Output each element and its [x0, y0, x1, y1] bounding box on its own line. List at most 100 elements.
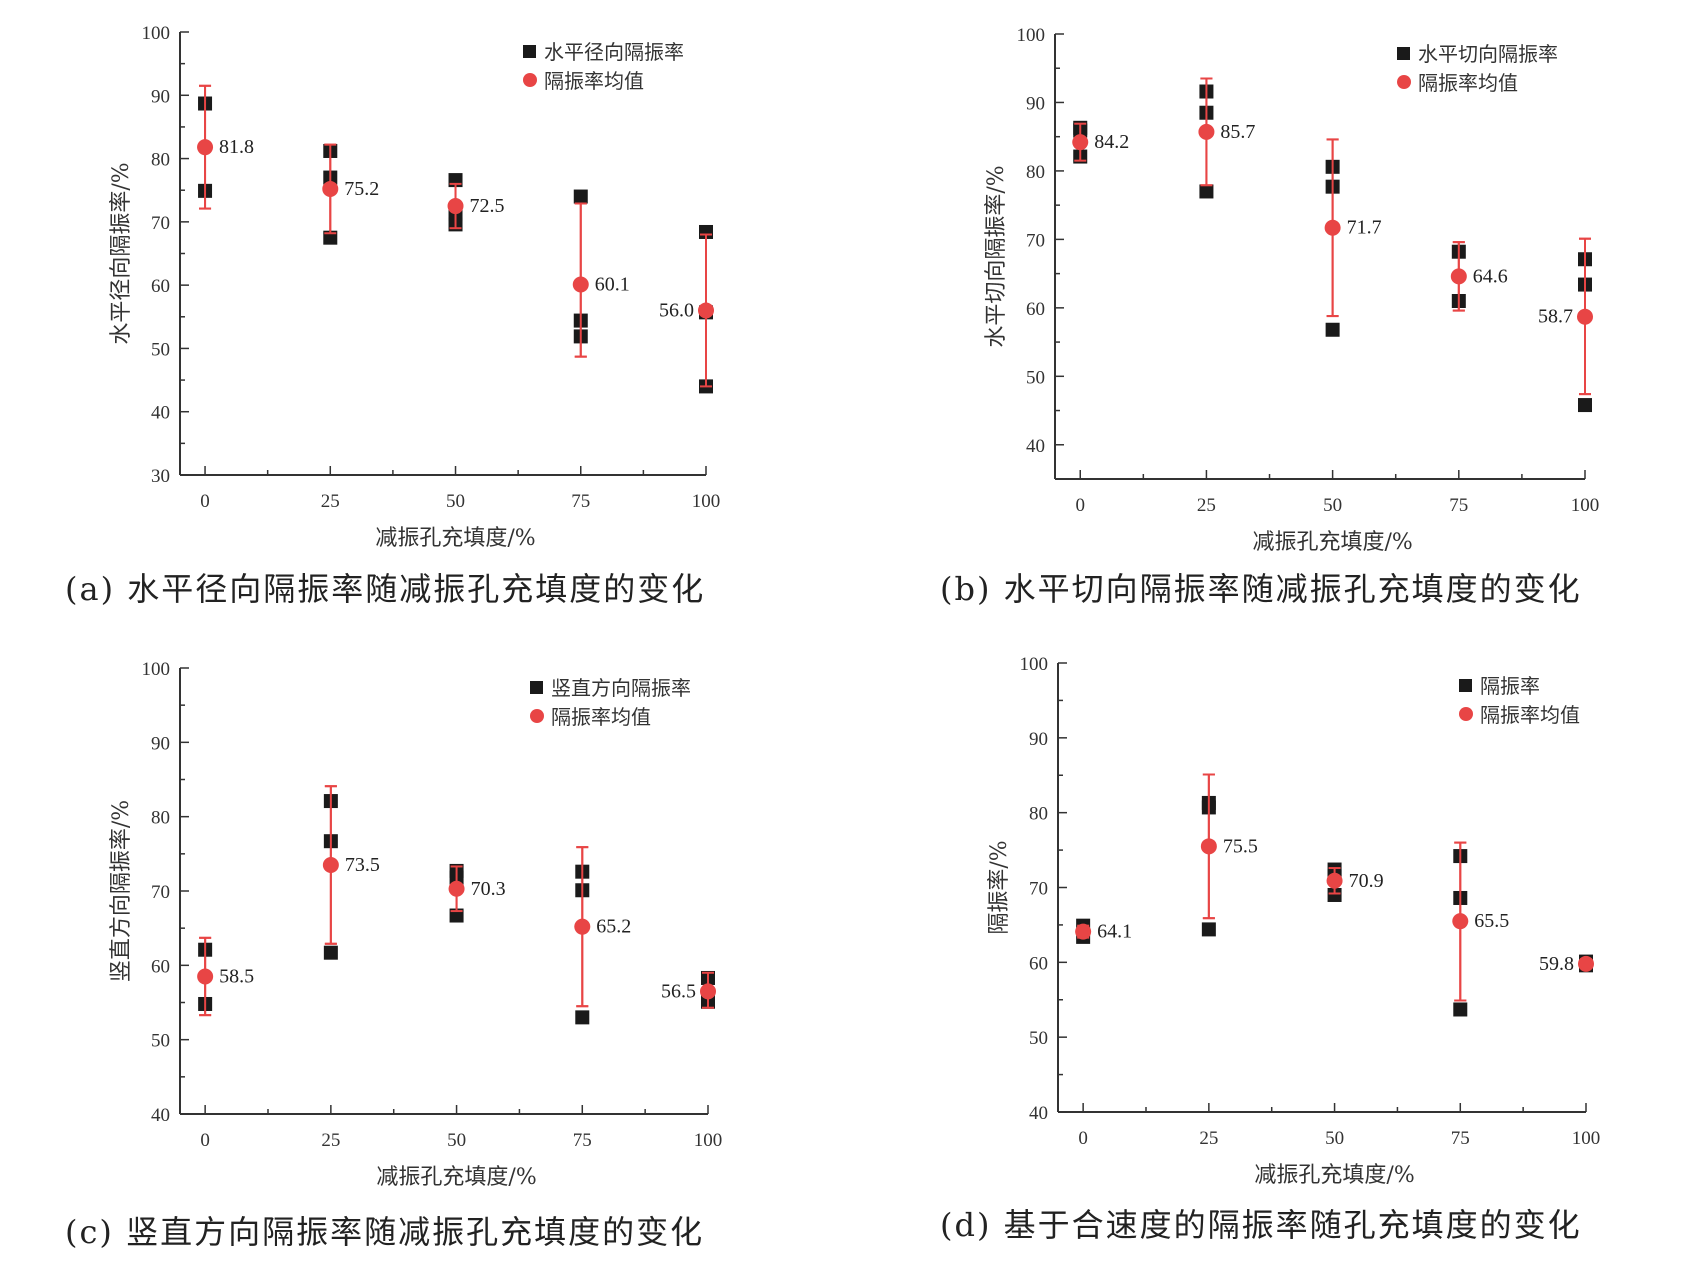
- legend-label-series: 水平切向隔振率: [1418, 42, 1558, 66]
- x-tick-label: 100: [1572, 1128, 1601, 1149]
- x-tick-label: 25: [321, 491, 340, 512]
- data-label: 59.8: [1539, 953, 1574, 975]
- mean-point: [1578, 955, 1594, 972]
- legend-square-icon: [1459, 679, 1472, 692]
- mean-point: [448, 880, 465, 897]
- x-tick-label: 100: [1571, 495, 1600, 516]
- mean-point: [572, 276, 589, 293]
- legend-label-series: 水平径向隔振率: [544, 40, 684, 64]
- y-tick-label: 50: [151, 339, 170, 360]
- mean-point: [1450, 268, 1467, 285]
- x-tick-label: 75: [1449, 495, 1468, 516]
- data-label: 56.0: [659, 299, 694, 321]
- figure-caption: (b) 水平切向隔振率随减振孔充填度的变化: [940, 570, 1582, 608]
- legend-circle-icon: [1397, 75, 1411, 89]
- y-tick-label: 100: [142, 659, 171, 680]
- mean-point: [197, 139, 214, 156]
- y-tick-label: 90: [151, 733, 170, 754]
- data-label: 75.5: [1223, 835, 1258, 857]
- x-axis-title: 减振孔充填度/%: [375, 526, 535, 551]
- x-tick-label: 100: [692, 491, 721, 512]
- y-tick-label: 50: [1026, 367, 1045, 388]
- y-tick-label: 30: [151, 466, 170, 487]
- x-tick-label: 50: [447, 1130, 466, 1151]
- legend-label-mean: 隔振率均值: [544, 69, 644, 93]
- data-label: 70.9: [1349, 870, 1384, 892]
- data-point-square: [573, 189, 588, 204]
- mean-point: [700, 983, 716, 1000]
- x-tick-label: 100: [694, 1130, 723, 1151]
- y-tick-label: 70: [1026, 230, 1045, 251]
- y-tick-label: 90: [1029, 729, 1048, 750]
- chart-panel-d: 40 50 60 70 80 90 100 0 25 50 75 100 减振孔充填度/% 隔振率/% 64…: [940, 654, 1600, 1244]
- data-point-square: [1327, 887, 1342, 902]
- data-point-square: [1453, 1002, 1468, 1017]
- mean-point: [1200, 838, 1217, 855]
- x-axis-title: 减振孔充填度/%: [1252, 530, 1412, 555]
- y-tick-label: 50: [1029, 1028, 1048, 1049]
- mean-point: [1072, 134, 1089, 151]
- legend-square-icon: [523, 45, 536, 58]
- y-tick-label: 80: [1029, 804, 1048, 825]
- y-tick-label: 60: [1029, 953, 1048, 974]
- legend-circle-icon: [523, 73, 537, 87]
- figure-caption: (d) 基于合速度的隔振率随孔充填度的变化: [940, 1206, 1582, 1244]
- y-tick-label: 60: [1026, 299, 1045, 320]
- legend-label-mean: 隔振率均值: [551, 705, 651, 729]
- x-tick-label: 25: [1197, 495, 1216, 516]
- mean-point: [447, 198, 464, 215]
- legend-circle-icon: [1459, 707, 1473, 721]
- y-tick-label: 70: [1029, 879, 1048, 900]
- y-tick-label: 70: [151, 882, 170, 903]
- legend-label-series: 竖直方向隔振率: [551, 676, 691, 700]
- data-label: 64.1: [1097, 921, 1132, 943]
- data-label: 60.1: [595, 274, 630, 296]
- data-point-square: [1199, 184, 1214, 199]
- data-point-square: [323, 945, 338, 960]
- mean-point: [1198, 123, 1215, 140]
- data-label: 65.2: [596, 916, 631, 938]
- y-tick-label: 40: [1029, 1103, 1048, 1124]
- mean-point: [1324, 219, 1341, 236]
- data-label: 65.5: [1474, 910, 1509, 932]
- legend-square-icon: [1397, 47, 1410, 60]
- data-point-square: [1201, 922, 1216, 937]
- mean-point: [574, 918, 591, 935]
- y-tick-label: 40: [1026, 436, 1045, 457]
- x-tick-label: 50: [1325, 1128, 1344, 1149]
- y-tick-label: 40: [151, 403, 170, 424]
- figure-caption: (a) 水平径向隔振率随减振孔充填度的变化: [65, 570, 705, 608]
- y-tick-label: 60: [151, 956, 170, 977]
- chart-panel-c: 40 50 60 70 80 90 100 0 25 50 75 100 减振孔充填度/% 竖直方向隔振率…: [65, 659, 722, 1251]
- y-tick-label: 70: [151, 213, 170, 234]
- mean-point: [197, 968, 214, 985]
- chart-panel-a: 30 40 50 60 70 80 90 100 0 25 50 75 100 减振孔充填度/% 水平径向隔…: [65, 23, 720, 608]
- y-tick-label: 80: [1026, 162, 1045, 183]
- data-label: 56.5: [661, 980, 696, 1002]
- mean-point: [1452, 913, 1469, 930]
- y-axis-title: 水平切向隔振率/%: [984, 165, 1009, 347]
- legend-label-series: 隔振率: [1480, 674, 1540, 698]
- x-tick-label: 25: [1199, 1128, 1218, 1149]
- data-label: 73.5: [345, 854, 380, 876]
- figure-caption: (c) 竖直方向隔振率随减振孔充填度的变化: [65, 1213, 704, 1251]
- legend-circle-icon: [530, 709, 544, 723]
- x-axis-title: 减振孔充填度/%: [376, 1165, 536, 1190]
- data-label: 58.5: [219, 965, 254, 987]
- data-point-square: [575, 1010, 590, 1025]
- x-tick-label: 0: [1078, 1128, 1088, 1149]
- y-tick-label: 40: [151, 1105, 170, 1126]
- y-tick-label: 90: [1026, 93, 1045, 114]
- y-axis-title: 隔振率/%: [987, 840, 1012, 934]
- y-axis-title: 竖直方向隔振率/%: [109, 800, 134, 982]
- y-tick-label: 100: [1020, 654, 1049, 675]
- y-tick-label: 100: [142, 23, 171, 44]
- data-label: 75.2: [344, 178, 379, 200]
- mean-point: [1326, 872, 1343, 889]
- y-tick-label: 50: [151, 1031, 170, 1052]
- mean-point: [698, 302, 714, 319]
- x-tick-label: 75: [571, 491, 590, 512]
